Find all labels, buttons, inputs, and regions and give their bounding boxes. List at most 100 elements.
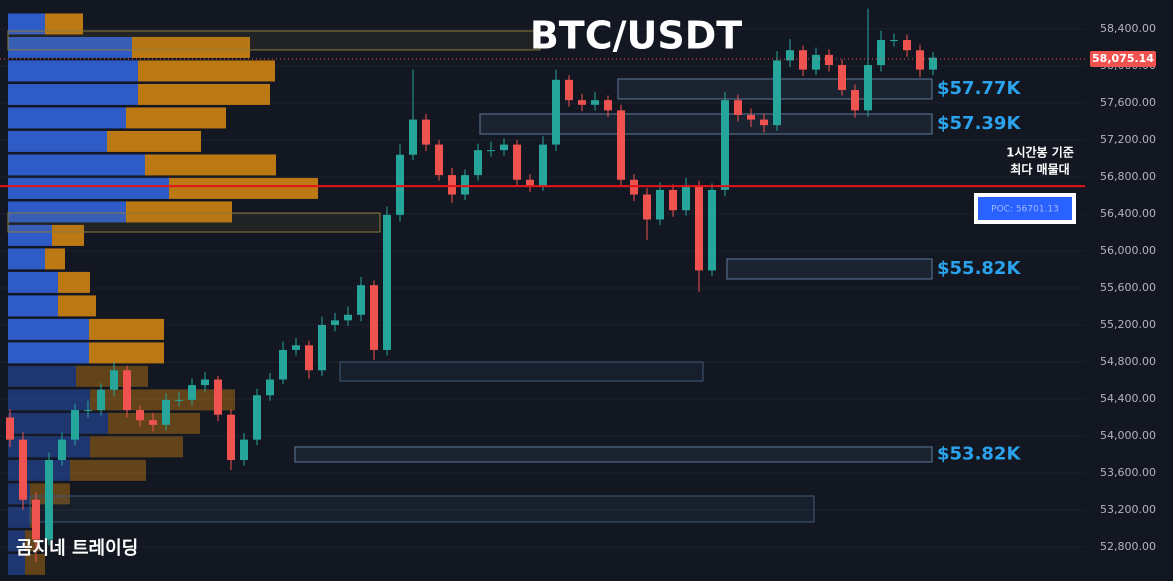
candle-body bbox=[760, 119, 768, 126]
candle-body bbox=[188, 385, 196, 400]
candle-body bbox=[84, 410, 92, 412]
candle-body bbox=[487, 150, 495, 152]
candle-body bbox=[838, 65, 846, 91]
zone-label: $53.82K bbox=[937, 443, 1021, 464]
candle-body bbox=[890, 40, 898, 42]
candle-body bbox=[929, 57, 937, 70]
y-tick-label: 56,000.00 bbox=[1100, 244, 1156, 257]
candle-body bbox=[591, 100, 599, 105]
candle-body bbox=[812, 54, 820, 70]
profile-sell-bar bbox=[138, 60, 275, 82]
candle-body bbox=[708, 189, 716, 271]
candle-body bbox=[630, 179, 638, 195]
candle-body bbox=[747, 114, 755, 120]
candle-body bbox=[500, 144, 508, 151]
profile-sell-bar bbox=[45, 13, 83, 35]
profile-buy-bar bbox=[8, 248, 45, 270]
candle-body bbox=[331, 320, 339, 325]
candle-body bbox=[370, 285, 378, 350]
profile-buy-bar bbox=[8, 318, 89, 340]
candle-body bbox=[526, 179, 534, 186]
candle-body bbox=[916, 50, 924, 70]
candle-body bbox=[799, 50, 807, 70]
candle-body bbox=[513, 144, 521, 180]
candle-body bbox=[266, 379, 274, 396]
profile-buy-bar bbox=[8, 436, 90, 458]
candle-body bbox=[279, 349, 287, 380]
candle-body bbox=[435, 144, 443, 176]
candle-body bbox=[110, 370, 118, 390]
profile-buy-bar bbox=[8, 553, 25, 575]
candle-body bbox=[240, 439, 248, 461]
poc-box bbox=[978, 197, 1072, 220]
profile-buy-bar bbox=[8, 201, 126, 223]
y-tick-label: 54,000.00 bbox=[1100, 429, 1156, 442]
price-zone bbox=[294, 446, 933, 463]
candle-body bbox=[19, 439, 27, 500]
candle-body bbox=[162, 399, 170, 425]
candle-body bbox=[318, 324, 326, 371]
candle-body bbox=[721, 100, 729, 190]
price-zone bbox=[7, 212, 381, 233]
candle-body bbox=[734, 100, 742, 115]
profile-buy-bar bbox=[8, 60, 138, 82]
last-price-label: 58,075.14 bbox=[1092, 52, 1154, 65]
profile-sell-bar bbox=[126, 201, 232, 223]
candle-body bbox=[97, 389, 105, 411]
profile-buy-bar bbox=[8, 271, 58, 293]
poc-note: 1시간봉 기준 bbox=[1006, 145, 1074, 160]
y-tick-label: 57,600.00 bbox=[1100, 96, 1156, 109]
profile-buy-bar bbox=[8, 530, 25, 552]
candle-body bbox=[32, 499, 40, 540]
price-zone bbox=[29, 495, 815, 523]
candle-body bbox=[825, 54, 833, 66]
chart-title: BTC/USDT bbox=[530, 14, 742, 58]
profile-buy-bar bbox=[8, 224, 52, 246]
candle-body bbox=[214, 379, 222, 415]
profile-sell-bar bbox=[89, 318, 164, 340]
candle-body bbox=[786, 50, 794, 61]
profile-buy-bar bbox=[8, 412, 108, 434]
candle-body bbox=[656, 189, 664, 220]
profile-buy-bar bbox=[8, 295, 58, 317]
candle-body bbox=[305, 345, 313, 371]
profile-sell-bar bbox=[25, 553, 45, 575]
candle-body bbox=[851, 90, 859, 111]
candle-body bbox=[773, 60, 781, 126]
candle-body bbox=[474, 150, 482, 176]
profile-sell-bar bbox=[126, 107, 226, 129]
y-tick-label: 53,600.00 bbox=[1100, 466, 1156, 479]
candle-body bbox=[123, 370, 131, 411]
candle-body bbox=[903, 40, 911, 51]
candle-body bbox=[409, 119, 417, 155]
profile-sell-bar bbox=[169, 177, 318, 199]
candle-body bbox=[448, 175, 456, 195]
price-zone bbox=[339, 361, 704, 382]
profile-buy-bar bbox=[8, 107, 126, 129]
profile-sell-bar bbox=[107, 130, 201, 152]
candle-body bbox=[253, 395, 261, 440]
candle-body bbox=[695, 185, 703, 271]
profile-buy-bar bbox=[8, 83, 138, 105]
y-tick-label: 54,800.00 bbox=[1100, 355, 1156, 368]
candle-body bbox=[643, 194, 651, 220]
candle-body bbox=[201, 379, 209, 386]
candle-body bbox=[58, 439, 66, 461]
candle-body bbox=[45, 460, 53, 540]
candle-body bbox=[617, 110, 625, 180]
profile-buy-bar bbox=[8, 365, 76, 387]
y-tick-label: 56,800.00 bbox=[1100, 170, 1156, 183]
candle-body bbox=[682, 185, 690, 211]
candle-body bbox=[344, 314, 352, 321]
price-zone bbox=[479, 113, 933, 135]
zone-label: $55.82K bbox=[937, 258, 1021, 279]
candle-body bbox=[383, 214, 391, 350]
y-tick-label: 56,400.00 bbox=[1100, 207, 1156, 220]
last-price-box bbox=[1090, 51, 1156, 68]
candle-body bbox=[136, 410, 144, 421]
zone-label: $57.39K bbox=[937, 113, 1021, 134]
y-tick-label: 52,800.00 bbox=[1100, 540, 1156, 553]
profile-buy-bar bbox=[8, 389, 90, 411]
y-tick-label: 55,200.00 bbox=[1100, 318, 1156, 331]
price-zone bbox=[726, 258, 933, 280]
